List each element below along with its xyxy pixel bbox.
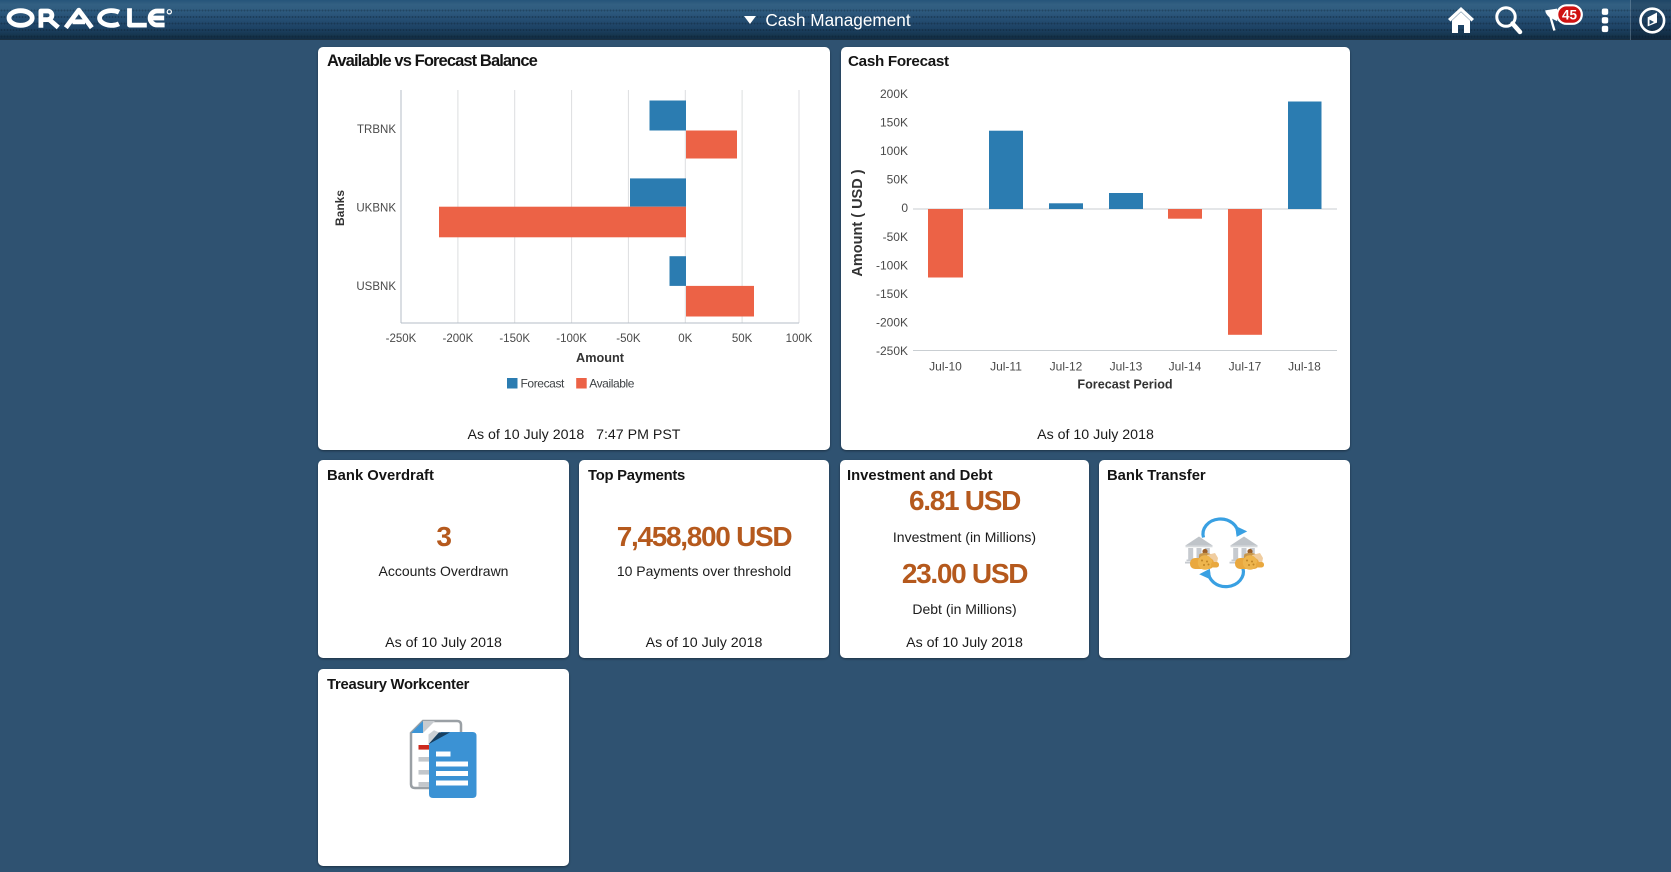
svg-text:-50K: -50K bbox=[616, 333, 641, 345]
svg-text:-200K: -200K bbox=[443, 333, 474, 345]
svg-text:Jul-18: Jul-18 bbox=[1288, 360, 1321, 374]
svg-text:-50K: -50K bbox=[883, 230, 908, 244]
svg-text:-100K: -100K bbox=[876, 258, 908, 272]
svg-text:45: 45 bbox=[1562, 7, 1578, 22]
svg-text:50K: 50K bbox=[732, 333, 753, 345]
svg-text:-200K: -200K bbox=[876, 316, 908, 330]
svg-text:-250K: -250K bbox=[386, 333, 417, 345]
svg-text:Amount: Amount bbox=[576, 351, 625, 365]
svg-text:-250K: -250K bbox=[876, 344, 908, 358]
svg-text:150K: 150K bbox=[880, 116, 908, 130]
svg-text:100K: 100K bbox=[880, 144, 908, 158]
svg-text:50K: 50K bbox=[887, 173, 908, 187]
svg-text:USBNK: USBNK bbox=[356, 281, 396, 293]
svg-text:Jul-10: Jul-10 bbox=[929, 360, 962, 374]
svg-text:Amount ( USD ): Amount ( USD ) bbox=[850, 169, 866, 276]
svg-text:Jul-17: Jul-17 bbox=[1229, 360, 1262, 374]
svg-text:0K: 0K bbox=[678, 333, 692, 345]
svg-text:Jul-14: Jul-14 bbox=[1169, 360, 1202, 374]
svg-text:Forecast: Forecast bbox=[521, 376, 566, 390]
svg-text:0: 0 bbox=[901, 201, 908, 215]
svg-text:-150K: -150K bbox=[876, 287, 908, 301]
svg-text:Available: Available bbox=[589, 376, 635, 390]
svg-text:-150K: -150K bbox=[499, 333, 530, 345]
svg-text:Jul-11: Jul-11 bbox=[990, 360, 1022, 374]
svg-text:-100K: -100K bbox=[556, 333, 587, 345]
svg-text:Jul-12: Jul-12 bbox=[1050, 360, 1083, 374]
svg-text:Forecast Period: Forecast Period bbox=[1077, 378, 1172, 392]
svg-text:200K: 200K bbox=[880, 87, 908, 101]
svg-text:UKBNK: UKBNK bbox=[356, 202, 396, 214]
svg-text:Banks: Banks bbox=[333, 190, 347, 226]
svg-text:Jul-13: Jul-13 bbox=[1110, 360, 1143, 374]
svg-text:TRBNK: TRBNK bbox=[357, 124, 396, 136]
svg-text:100K: 100K bbox=[786, 333, 813, 345]
